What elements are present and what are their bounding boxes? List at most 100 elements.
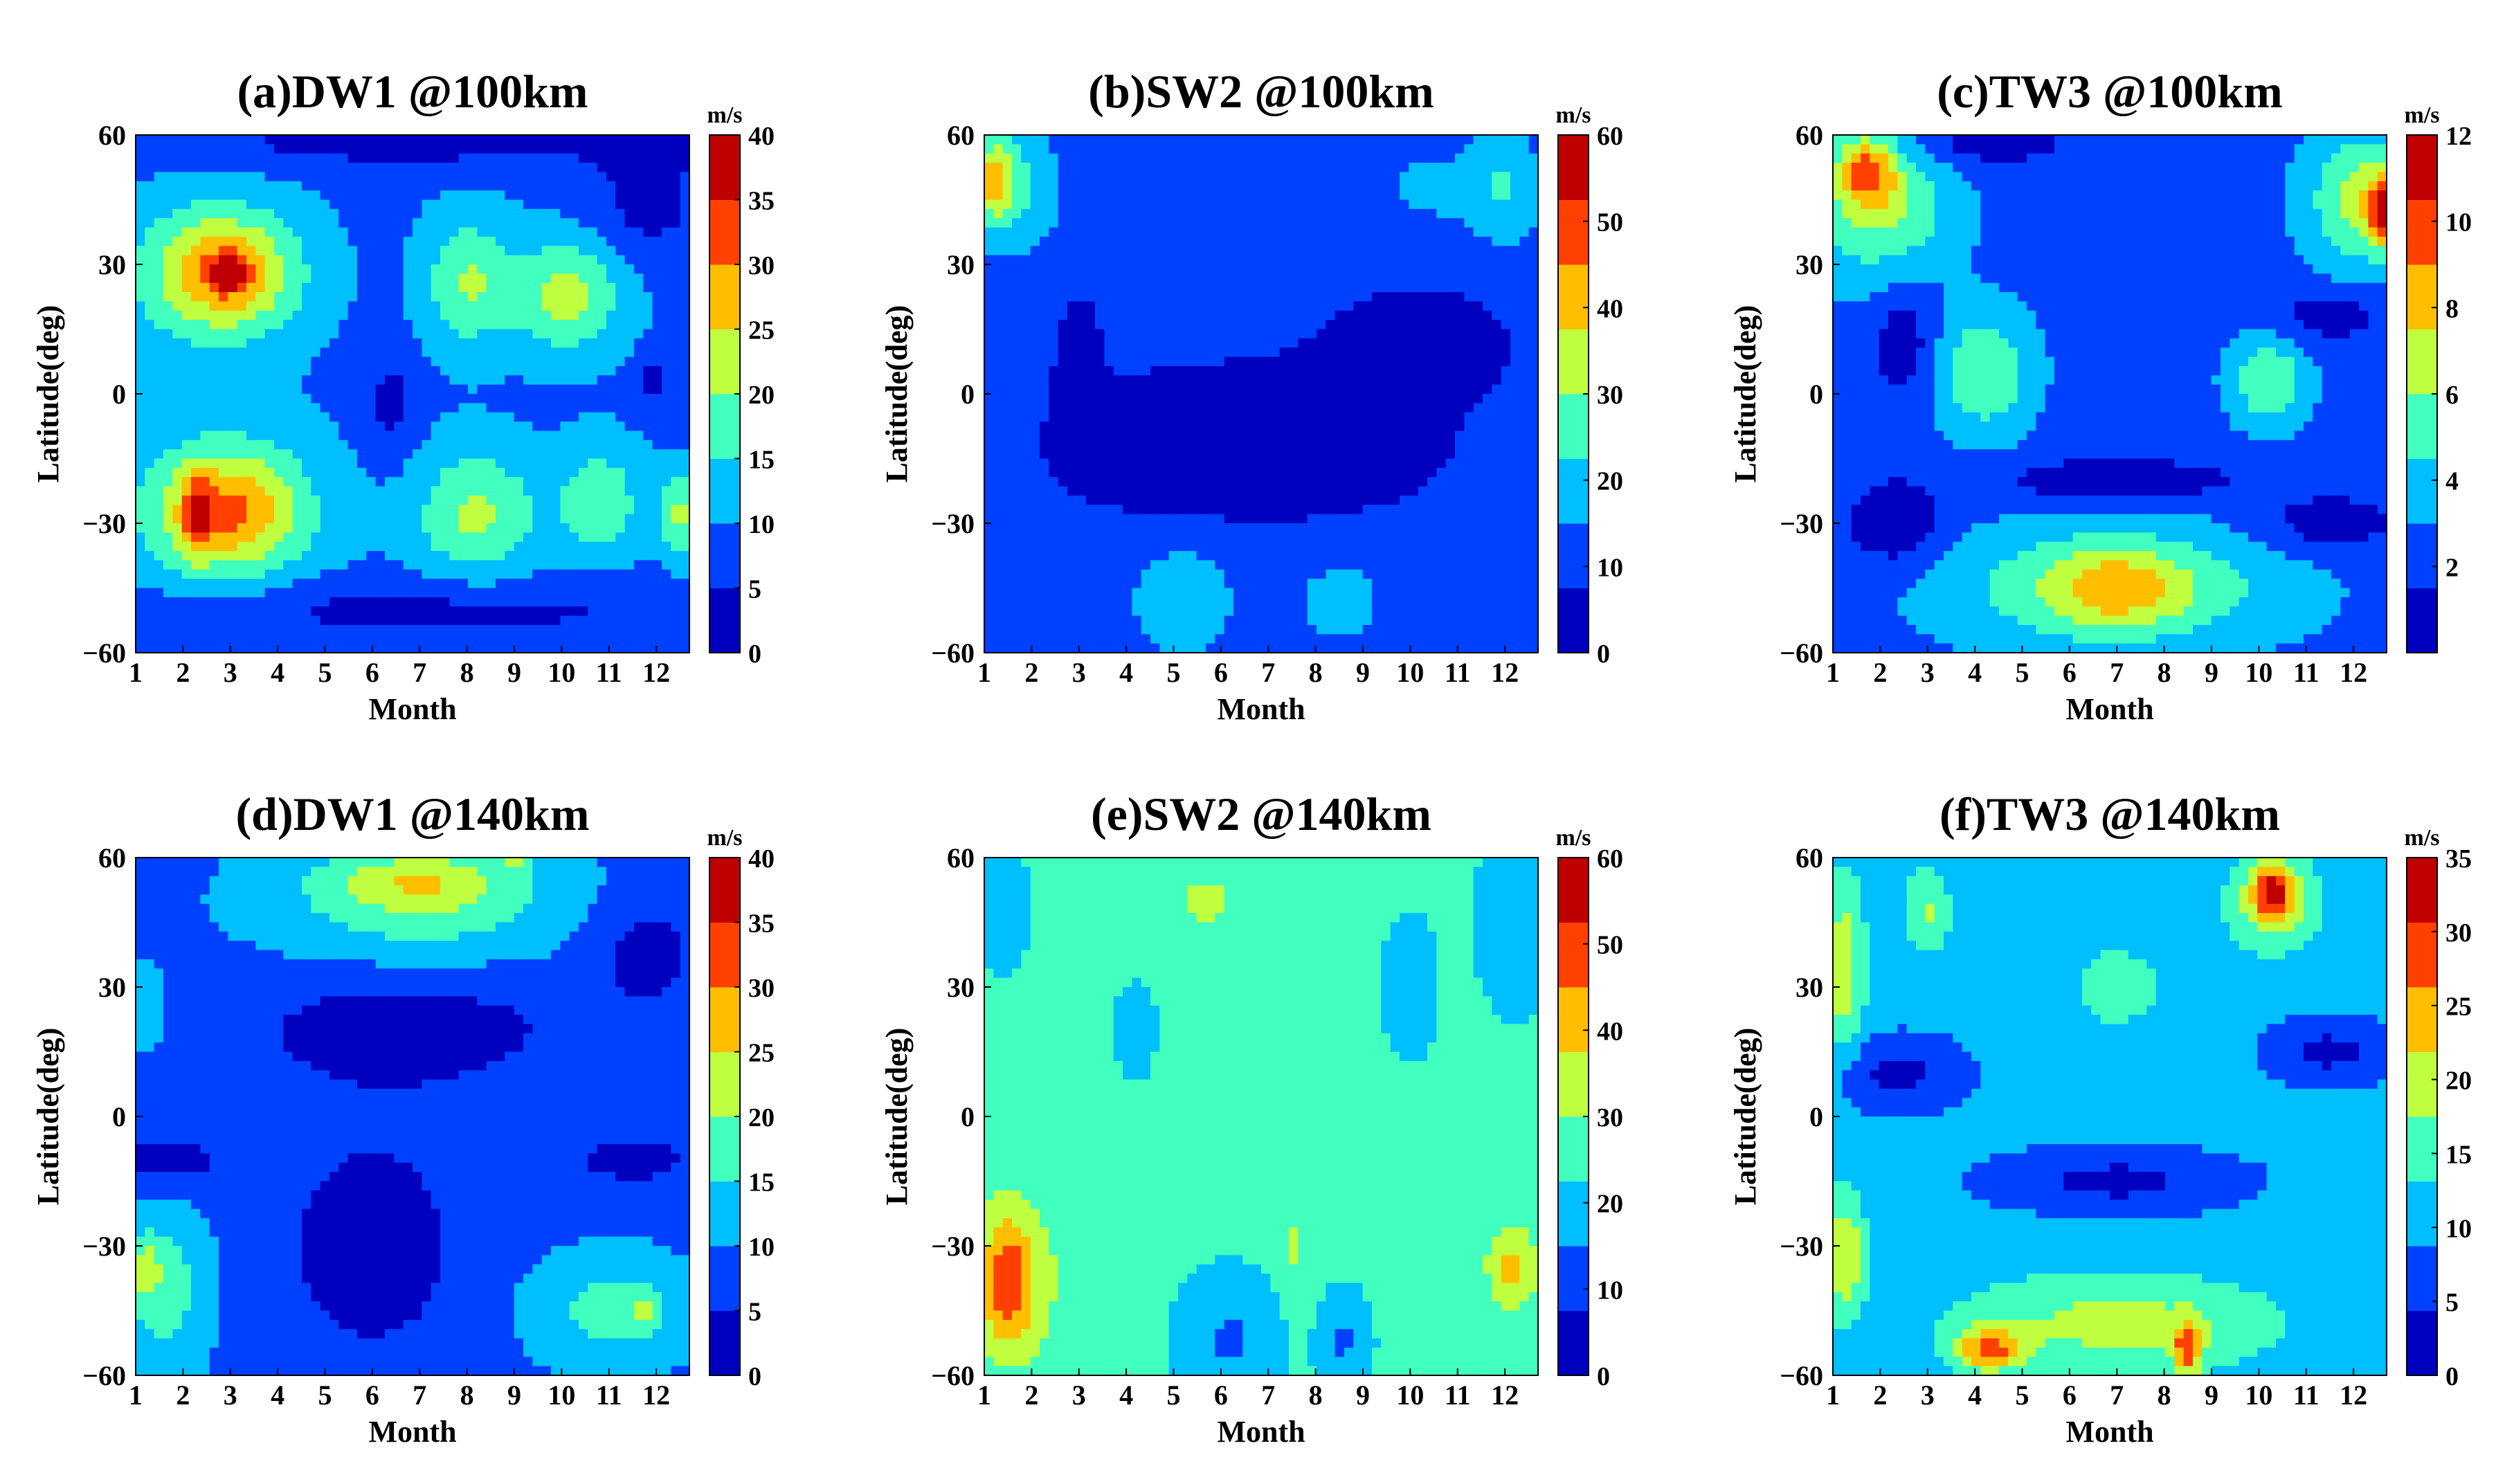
heatmap-cell xyxy=(1040,606,1049,617)
heatmap-cell xyxy=(292,467,302,478)
heatmap-cell xyxy=(246,282,256,293)
heatmap-cell xyxy=(486,394,496,404)
heatmap-cell xyxy=(1233,412,1243,422)
heatmap-cell xyxy=(385,477,395,487)
heatmap-cell xyxy=(1076,264,1087,274)
heatmap-cell xyxy=(606,310,616,320)
heatmap-cell xyxy=(292,301,302,311)
heatmap-cell xyxy=(486,624,496,635)
heatmap-cell xyxy=(320,181,330,191)
heatmap-cell xyxy=(302,329,311,339)
heatmap-cell xyxy=(264,449,275,460)
heatmap-cell xyxy=(311,597,321,607)
heatmap-cell xyxy=(1224,236,1234,246)
heatmap-cell xyxy=(292,458,302,469)
heatmap-cell xyxy=(246,486,256,496)
heatmap-cell xyxy=(449,153,460,163)
heatmap-cell xyxy=(532,144,543,154)
heatmap-cell xyxy=(468,199,478,210)
heatmap-cell xyxy=(1178,246,1188,256)
heatmap-cell xyxy=(1159,505,1170,515)
heatmap-cell xyxy=(274,551,284,561)
heatmap-cell xyxy=(255,523,266,533)
heatmap-cell xyxy=(347,320,358,330)
heatmap-cell xyxy=(597,384,607,395)
heatmap-cell xyxy=(1067,505,1077,515)
heatmap-cell xyxy=(1150,422,1160,432)
heatmap-cell xyxy=(486,365,496,376)
heatmap-cell xyxy=(569,199,579,210)
heatmap-cell xyxy=(422,227,432,237)
heatmap-cell xyxy=(394,532,404,543)
heatmap-cell xyxy=(422,449,432,460)
heatmap-cell xyxy=(1095,523,1105,533)
heatmap-cell xyxy=(551,236,561,246)
heatmap-cell xyxy=(440,320,450,330)
heatmap-cell xyxy=(1224,218,1234,228)
heatmap-cell xyxy=(172,347,183,358)
heatmap-cell xyxy=(255,634,266,644)
heatmap-cell xyxy=(1012,255,1022,265)
heatmap-cell xyxy=(671,218,681,228)
heatmap-cell xyxy=(1095,218,1105,228)
heatmap-cell xyxy=(403,208,413,219)
heatmap-cell xyxy=(347,144,358,154)
heatmap-cell xyxy=(1150,356,1160,367)
heatmap-cell xyxy=(403,624,413,635)
heatmap-cell xyxy=(163,579,173,589)
heatmap-cell xyxy=(615,153,626,163)
heatmap-cell xyxy=(643,236,653,246)
heatmap-cell xyxy=(431,292,441,302)
heatmap-cell xyxy=(560,541,570,552)
heatmap-cell xyxy=(357,356,367,367)
heatmap-cell xyxy=(1224,273,1234,284)
heatmap-cell xyxy=(634,255,644,265)
heatmap-cell xyxy=(338,467,349,478)
heatmap-cell xyxy=(606,422,616,432)
heatmap-cell xyxy=(1141,329,1151,339)
heatmap-cell xyxy=(1049,255,1059,265)
heatmap-cell xyxy=(1150,153,1160,163)
heatmap-cell xyxy=(1067,467,1077,478)
heatmap-cell xyxy=(588,560,598,570)
heatmap-cell xyxy=(440,477,450,487)
heatmap-cell xyxy=(532,236,543,246)
heatmap-cell xyxy=(422,329,432,339)
heatmap-cell xyxy=(652,320,662,330)
heatmap-cell xyxy=(302,338,311,348)
heatmap-cell xyxy=(1049,606,1059,617)
heatmap-cell xyxy=(1104,467,1114,478)
heatmap-cell xyxy=(200,199,210,210)
heatmap-cell xyxy=(172,449,183,460)
heatmap-cell xyxy=(1206,218,1215,228)
heatmap-cell xyxy=(551,495,561,505)
heatmap-cell xyxy=(477,163,487,173)
heatmap-cell xyxy=(541,356,552,367)
heatmap-cell xyxy=(569,458,579,469)
heatmap-cell xyxy=(569,246,579,256)
heatmap-cell xyxy=(606,523,616,533)
heatmap-cell xyxy=(431,477,441,487)
heatmap-cell xyxy=(541,375,552,386)
heatmap-cell xyxy=(1206,412,1215,422)
heatmap-cell xyxy=(680,449,690,460)
heatmap-cell xyxy=(246,301,256,311)
heatmap-cell xyxy=(643,172,653,182)
heatmap-cell xyxy=(1104,422,1114,432)
heatmap-cell xyxy=(237,301,247,311)
heatmap-cell xyxy=(615,458,626,469)
heatmap-cell xyxy=(662,255,671,265)
heatmap-cell xyxy=(532,172,543,182)
heatmap-cell xyxy=(1012,384,1022,395)
heatmap-cell xyxy=(357,624,367,635)
heatmap-cell xyxy=(1196,282,1206,293)
heatmap-cell xyxy=(209,347,219,358)
heatmap-cell xyxy=(1076,246,1087,256)
heatmap-cell xyxy=(643,153,653,163)
heatmap-cell xyxy=(486,486,496,496)
heatmap-cell xyxy=(1002,227,1013,237)
heatmap-cell xyxy=(274,163,284,173)
heatmap-cell xyxy=(357,412,367,422)
heatmap-cell xyxy=(1206,181,1215,191)
heatmap-cell xyxy=(680,495,690,505)
